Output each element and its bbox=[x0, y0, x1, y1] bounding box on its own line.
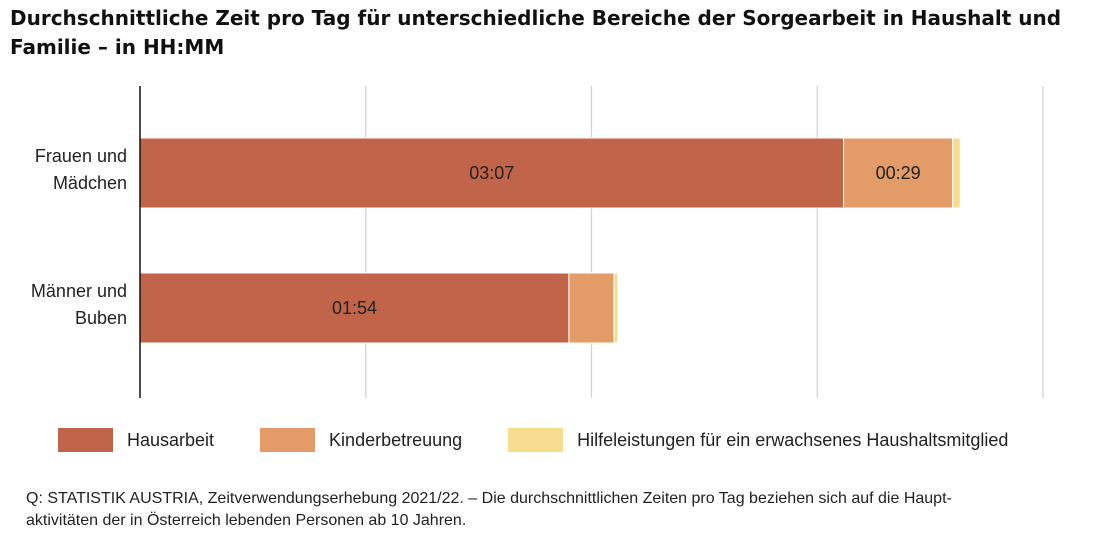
legend-item-hausarbeit: Hausarbeit bbox=[58, 428, 214, 452]
gridlines bbox=[365, 86, 1044, 398]
legend-label-kinderbetreuung: Kinderbetreuung bbox=[329, 429, 463, 450]
bar-segment bbox=[843, 137, 954, 209]
legend-swatch-kinderbetreuung bbox=[260, 428, 316, 452]
category-labels: Frauen und Mädchen Männer und Buben bbox=[31, 146, 127, 328]
legend-label-hilfeleistungen: Hilfeleistungen für ein erwachsenes Haus… bbox=[577, 429, 1009, 450]
legend-swatch-hausarbeit bbox=[58, 428, 113, 452]
legend-item-hilfeleistungen: Hilfeleistungen für ein erwachsenes Haus… bbox=[508, 428, 1008, 452]
legend-item-kinderbetreuung: Kinderbetreuung bbox=[260, 428, 462, 452]
bar-segment bbox=[952, 137, 961, 209]
data-label: 01:54 bbox=[332, 298, 377, 318]
bars: 03:07 00:29 01:54 bbox=[139, 137, 961, 344]
category-label: Frauen und bbox=[35, 146, 127, 166]
source-note-line-1: Q: STATISTIK AUSTRIA, Zeitverwendungserh… bbox=[26, 490, 952, 507]
chart-title: Durchschnittliche Zeit pro Tag für unter… bbox=[10, 6, 1062, 59]
legend-label-hausarbeit: Hausarbeit bbox=[127, 429, 215, 450]
bar-segment bbox=[568, 272, 615, 344]
legend: Hausarbeit Kinderbetreuung Hilfeleistung… bbox=[58, 427, 1054, 453]
bar-segment bbox=[613, 272, 619, 344]
source-note: Q: STATISTIK AUSTRIA, Zeitverwendungserh… bbox=[26, 488, 1106, 532]
category-label: Buben bbox=[75, 308, 127, 328]
category-label: Mädchen bbox=[53, 173, 127, 193]
legend-swatch-hilfeleistungen bbox=[508, 428, 564, 452]
bar-chart: 03:07 00:29 01:54 Frauen und Mädchen Männer … bbox=[31, 86, 1044, 398]
source-note-line-2: aktivitäten der in Österreich lebenden P… bbox=[26, 512, 467, 529]
data-label: 00:29 bbox=[876, 163, 921, 183]
bar-segment bbox=[139, 137, 845, 209]
category-label: Männer und bbox=[31, 281, 127, 301]
data-label: 03:07 bbox=[469, 163, 514, 183]
